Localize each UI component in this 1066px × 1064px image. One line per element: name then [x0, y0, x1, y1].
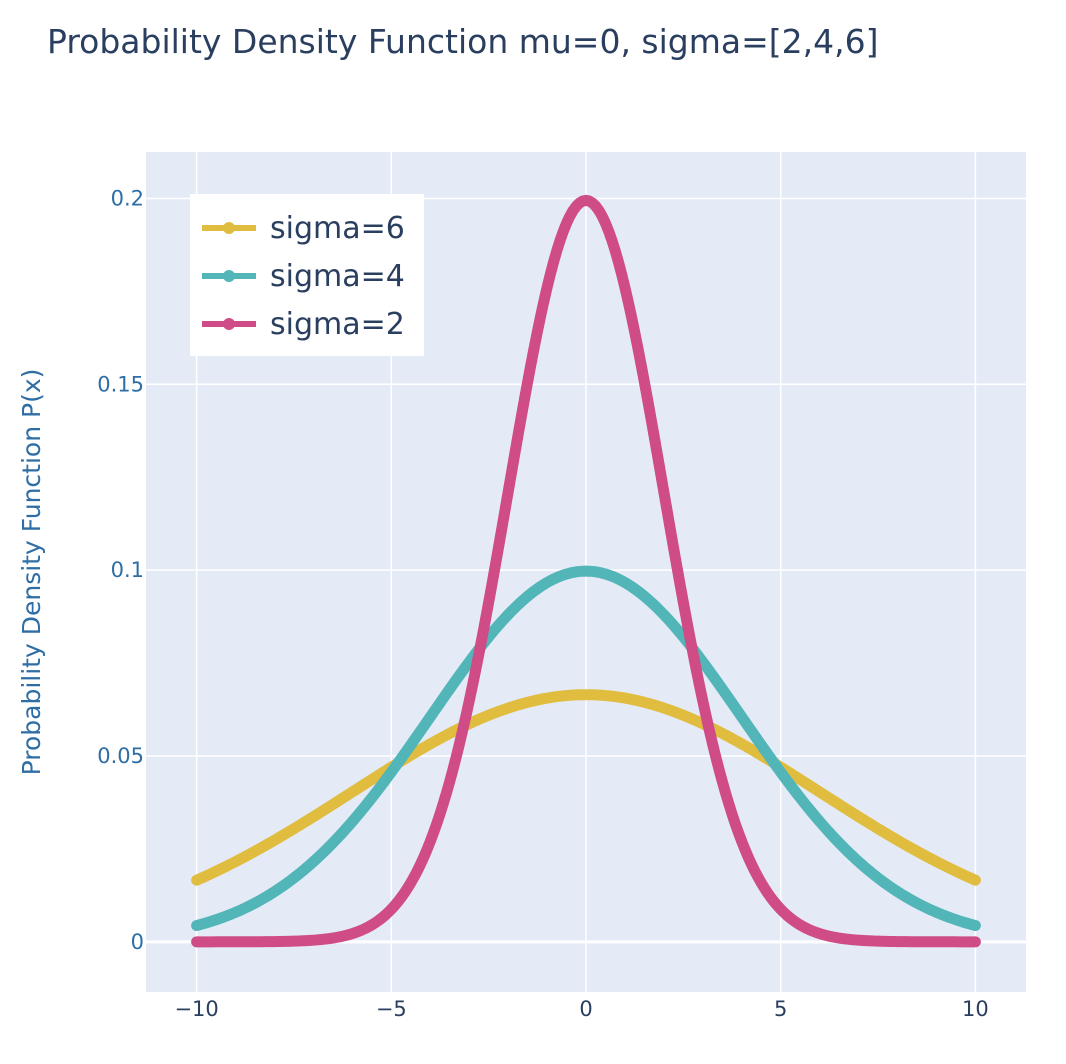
- y-axis-title: Probability Density Function P(x): [17, 369, 46, 776]
- y-tick-label: 0.05: [97, 744, 144, 768]
- y-tick-label: 0.1: [111, 558, 144, 582]
- y-tick-label: 0.15: [97, 372, 144, 396]
- legend-item-sigma-2[interactable]: sigma=2: [202, 307, 405, 342]
- legend-label: sigma=6: [270, 211, 405, 246]
- y-axis-ticks: 0 0.05 0.1 0.15 0.2: [97, 186, 144, 953]
- x-tick-label: 0: [579, 997, 592, 1021]
- legend-label: sigma=2: [270, 307, 405, 342]
- series-line-sigma-2: [191, 194, 981, 948]
- series-line-sigma-4: [191, 565, 981, 932]
- y-tick-label: 0.2: [111, 186, 144, 210]
- x-axis-ticks: −10 −5 0 5 10: [174, 997, 988, 1021]
- x-tick-label: 5: [774, 997, 787, 1021]
- x-tick-label: 10: [962, 997, 989, 1021]
- legend-marker-icon: [223, 318, 235, 330]
- legend-item-sigma-6[interactable]: sigma=6: [202, 211, 405, 246]
- x-tick-label: −10: [174, 997, 218, 1021]
- legend-item-sigma-4[interactable]: sigma=4: [202, 259, 405, 294]
- chart-title: Probability Density Function mu=0, sigma…: [47, 22, 878, 61]
- legend[interactable]: sigma=6 sigma=4 sigma=2: [190, 194, 424, 356]
- legend-marker-icon: [223, 222, 235, 234]
- legend-marker-icon: [223, 270, 235, 282]
- series-line-sigma-6: [191, 689, 981, 886]
- series-lines: [191, 194, 981, 948]
- legend-label: sigma=4: [270, 259, 405, 294]
- y-tick-label: 0: [131, 930, 144, 954]
- x-tick-label: −5: [376, 997, 407, 1021]
